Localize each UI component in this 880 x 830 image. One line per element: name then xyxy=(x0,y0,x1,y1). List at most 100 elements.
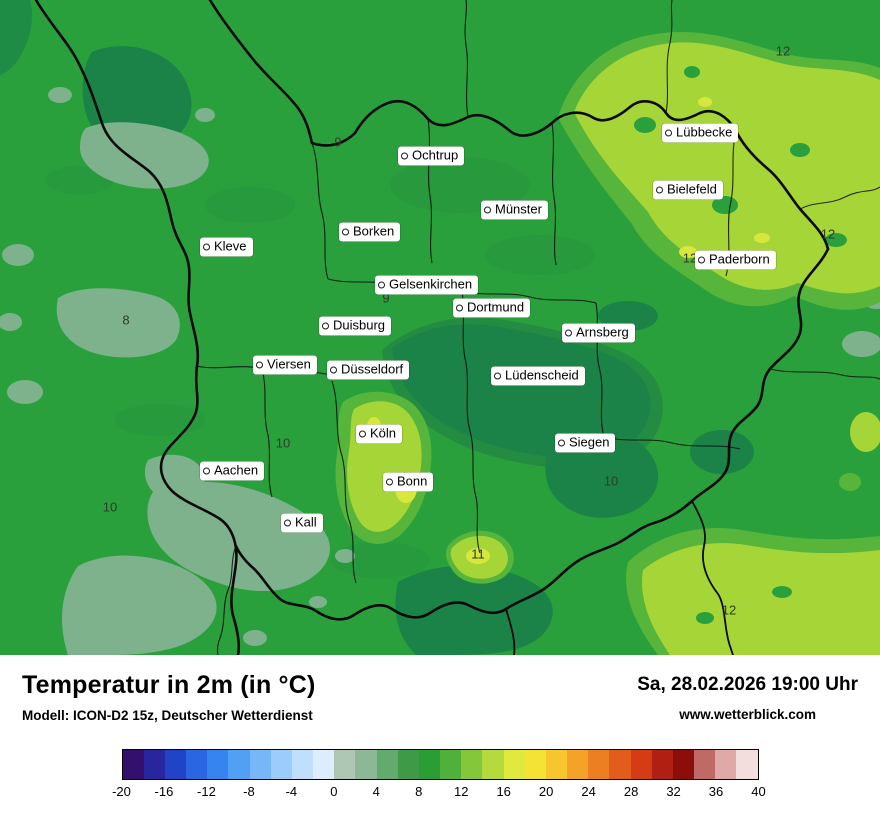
colorbar-tick: 20 xyxy=(538,784,554,799)
dark-green-regions xyxy=(0,0,754,655)
city-marker: Duisburg xyxy=(319,316,392,336)
colorbar-segment xyxy=(291,750,314,779)
city-dot-icon xyxy=(342,228,349,235)
city-name: Dortmund xyxy=(467,299,525,315)
colorbar-segment xyxy=(545,750,568,779)
city-name: Siegen xyxy=(569,434,610,450)
city-dot-icon xyxy=(203,243,210,250)
map-footer: Temperatur in 2m (in °C) Modell: ICON-D2… xyxy=(0,655,880,830)
city-name: Paderborn xyxy=(709,251,770,267)
colorbar-segment xyxy=(524,750,546,779)
forecast-datetime: Sa, 28.02.2026 19:00 Uhr xyxy=(637,674,858,695)
temp-value-label: 10 xyxy=(102,499,118,515)
temp-value-label: 12 xyxy=(682,250,698,266)
colorbar-gradient xyxy=(121,749,759,780)
colorbar-segment xyxy=(567,750,589,779)
city-dot-icon xyxy=(284,519,291,526)
city-name: Kall xyxy=(295,514,317,530)
colorbar-segment xyxy=(164,750,187,779)
temp-value-label: 9 xyxy=(382,290,390,306)
city-marker: Köln xyxy=(356,424,403,444)
colorbar-segment xyxy=(376,750,398,779)
website-label: www.wetterblick.com xyxy=(679,707,817,722)
colorbar-segment xyxy=(270,750,292,779)
city-marker: Viersen xyxy=(253,355,317,375)
city-marker: Aachen xyxy=(200,461,265,481)
city-marker: Münster xyxy=(481,200,548,220)
colorbar-segment xyxy=(143,750,165,779)
colorbar-segment xyxy=(313,750,335,779)
district-borders xyxy=(195,0,880,655)
colorbar-segment xyxy=(186,750,208,779)
colorbar-tick: 24 xyxy=(581,784,596,799)
city-name: Bonn xyxy=(397,473,428,489)
colorbar-segment xyxy=(228,750,250,779)
colorbar-tick: 0 xyxy=(330,784,338,799)
city-dot-icon xyxy=(256,361,263,368)
city-dot-icon xyxy=(558,439,565,446)
colorbar-segment xyxy=(440,750,462,779)
city-marker: Lübbecke xyxy=(662,123,739,143)
temp-value-label: 11 xyxy=(471,546,485,562)
city-name: Gelsenkirchen xyxy=(389,276,473,292)
city-marker: Dortmund xyxy=(453,298,531,318)
colorbar-tick-labels: -20 -16 -12 -8 -4 0 4 8 12 16 20 24 28 32 36 40 xyxy=(112,784,766,804)
city-marker: Lüdenscheid xyxy=(491,366,585,386)
temperature-value-labels: 12 9 12 12 9 8 10 10 10 11 12 xyxy=(102,43,835,618)
city-name: Köln xyxy=(370,425,397,441)
colorbar-tick: -8 xyxy=(243,784,255,799)
texture-speckles xyxy=(45,157,595,578)
city-name: Düsseldorf xyxy=(341,361,404,377)
temp-value-label: 9 xyxy=(334,134,342,150)
city-name: Viersen xyxy=(267,356,311,372)
colorbar-segment xyxy=(122,750,144,779)
temp-value-label: 12 xyxy=(775,43,791,59)
city-dot-icon xyxy=(386,478,393,485)
city-marker: Kleve xyxy=(200,237,253,257)
city-name: Borken xyxy=(353,223,395,239)
colorbar-tick: 16 xyxy=(496,784,511,799)
city-dot-icon xyxy=(494,372,501,379)
colorbar-tick: -4 xyxy=(285,784,298,799)
colorbar-segment xyxy=(672,750,695,779)
sage-regions xyxy=(0,87,880,655)
colorbar-tick: 28 xyxy=(623,784,639,799)
colorbar-segment xyxy=(609,750,631,779)
temp-value-label: 12 xyxy=(721,602,737,618)
city-marker: Ochtrup xyxy=(398,146,465,166)
city-dot-icon xyxy=(322,322,329,329)
colorbar-segment xyxy=(482,750,504,779)
city-name: Duisburg xyxy=(333,317,386,333)
city-dot-icon xyxy=(401,152,408,159)
city-dot-icon xyxy=(456,304,463,311)
city-marker: Gelsenkirchen xyxy=(375,275,479,295)
city-dot-icon xyxy=(698,256,705,263)
city-name: Kleve xyxy=(214,238,247,254)
colorbar-segment xyxy=(630,750,652,779)
warm-regions xyxy=(335,31,880,655)
city-name: Lüdenscheid xyxy=(505,367,579,383)
colorbar-tick: 4 xyxy=(372,784,380,799)
colorbar-segment xyxy=(334,750,356,779)
city-marker: Düsseldorf xyxy=(327,360,410,380)
colorbar-segment xyxy=(249,750,271,779)
city-marker: Kall xyxy=(281,513,323,533)
colorbar-segment xyxy=(418,750,441,779)
temp-value-label: 8 xyxy=(122,312,130,328)
city-name: Münster xyxy=(495,201,542,217)
colorbar-tick: 12 xyxy=(453,784,469,799)
city-marker: Paderborn xyxy=(695,250,776,270)
city-name: Aachen xyxy=(214,462,259,478)
temp-value-label: 10 xyxy=(275,435,291,451)
colorbar-tick: -20 xyxy=(112,784,131,799)
city-marker: Bielefeld xyxy=(653,180,723,200)
colorbar-segment xyxy=(355,750,377,779)
city-marker: Borken xyxy=(339,222,401,242)
colorbar-tick: 8 xyxy=(415,784,423,799)
colorbar-segment xyxy=(503,750,525,779)
city-dot-icon xyxy=(378,281,385,288)
colorbar-segment xyxy=(651,750,673,779)
city-name: Lübbecke xyxy=(676,124,733,140)
city-dot-icon xyxy=(665,129,672,136)
